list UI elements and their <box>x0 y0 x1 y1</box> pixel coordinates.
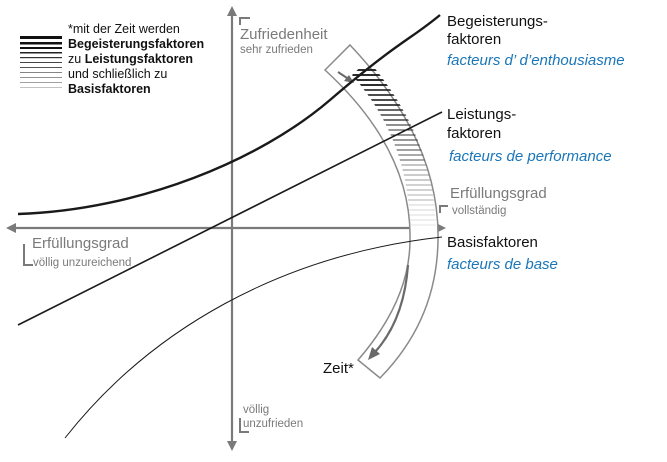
bracket-top-icon <box>239 17 250 25</box>
basic-label-de: Basisfaktoren <box>447 234 538 251</box>
time-band <box>323 43 439 380</box>
legend-stripes <box>20 36 62 88</box>
curve-basic <box>64 236 443 439</box>
performance-label-de-2: faktoren <box>447 125 501 142</box>
time-arrow-icon <box>374 264 410 353</box>
performance-label-fr: facteurs de performance <box>449 148 612 165</box>
y-axis-top-label: Zufriedenheit <box>240 26 328 43</box>
x-axis-left-sublabel: völlig unzureichend <box>33 257 131 269</box>
bracket-bottom-icon <box>239 418 249 433</box>
basic-label-fr: facteurs de base <box>447 256 558 273</box>
legend-line-5: Basisfaktoren <box>68 82 151 96</box>
excitement-label-fr: facteurs d’ d’enthousiasme <box>447 52 625 69</box>
x-axis-right-label: Erfüllungsgrad <box>450 185 547 202</box>
legend-line-4: und schließlich zu <box>68 67 167 81</box>
legend-line-3-prefix: zu <box>68 52 85 66</box>
bracket-left-icon <box>23 244 33 266</box>
bracket-right-icon <box>439 205 448 213</box>
y-axis-arrow-down-icon <box>227 441 237 451</box>
curves <box>17 14 443 439</box>
y-axis-arrow-up-icon <box>227 6 237 16</box>
legend-line-2: Begeisterungsfaktoren <box>68 37 204 51</box>
excitement-label-de-1: Begeisterungs- <box>447 13 548 30</box>
performance-label-de-1: Leistungs- <box>447 106 516 123</box>
time-label: Zeit* <box>323 360 354 377</box>
curve-excitement <box>17 14 441 216</box>
curve-performance <box>17 111 443 326</box>
x-axis-left-label: Erfüllungsgrad <box>32 235 129 252</box>
time-arrowhead-icon <box>368 347 380 360</box>
y-axis-bottom-label-1: völlig <box>243 404 269 416</box>
legend-line-3: zu Leistungsfaktoren <box>68 52 193 66</box>
axis-brackets <box>23 17 448 433</box>
x-axis-arrow-left-icon <box>6 223 16 233</box>
excitement-label-de-2: faktoren <box>447 31 501 48</box>
legend-line-1: *mit der Zeit werden <box>68 22 180 36</box>
y-axis-bottom-label-2: unzufrieden <box>243 418 303 430</box>
legend-line-3-bold: Leistungsfaktoren <box>85 52 193 66</box>
y-axis-top-sublabel: sehr zufrieden <box>240 44 313 56</box>
x-axis-right-sublabel: vollständig <box>452 205 506 217</box>
